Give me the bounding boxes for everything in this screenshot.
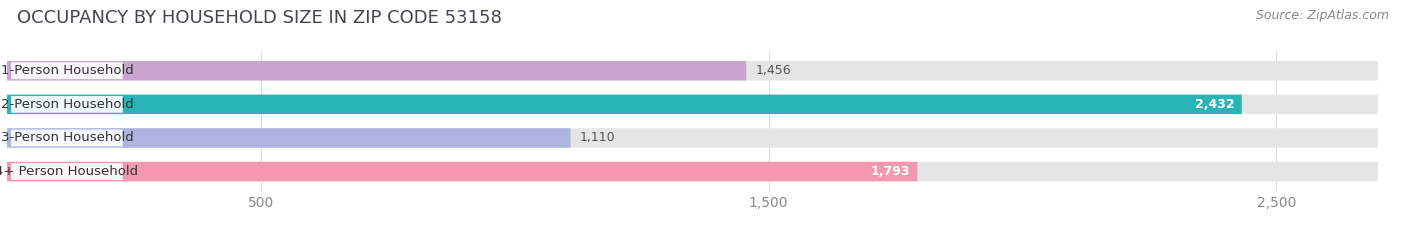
FancyBboxPatch shape [7, 128, 1378, 148]
Text: Source: ZipAtlas.com: Source: ZipAtlas.com [1256, 9, 1389, 22]
Text: 1,110: 1,110 [579, 131, 616, 144]
Text: 1,456: 1,456 [755, 64, 792, 77]
Text: 1-Person Household: 1-Person Household [0, 64, 134, 77]
Text: 2,432: 2,432 [1195, 98, 1234, 111]
FancyBboxPatch shape [7, 61, 1378, 80]
FancyBboxPatch shape [7, 61, 747, 80]
Text: 2-Person Household: 2-Person Household [0, 98, 134, 111]
Text: OCCUPANCY BY HOUSEHOLD SIZE IN ZIP CODE 53158: OCCUPANCY BY HOUSEHOLD SIZE IN ZIP CODE … [17, 9, 502, 27]
FancyBboxPatch shape [11, 62, 122, 79]
Text: 3-Person Household: 3-Person Household [0, 131, 134, 144]
FancyBboxPatch shape [7, 162, 917, 181]
FancyBboxPatch shape [11, 163, 122, 180]
FancyBboxPatch shape [7, 128, 571, 148]
FancyBboxPatch shape [7, 162, 1378, 181]
Text: 4+ Person Household: 4+ Person Household [0, 165, 139, 178]
FancyBboxPatch shape [7, 95, 1378, 114]
FancyBboxPatch shape [11, 130, 122, 146]
FancyBboxPatch shape [7, 95, 1241, 114]
Text: 1,793: 1,793 [870, 165, 910, 178]
FancyBboxPatch shape [11, 96, 122, 113]
